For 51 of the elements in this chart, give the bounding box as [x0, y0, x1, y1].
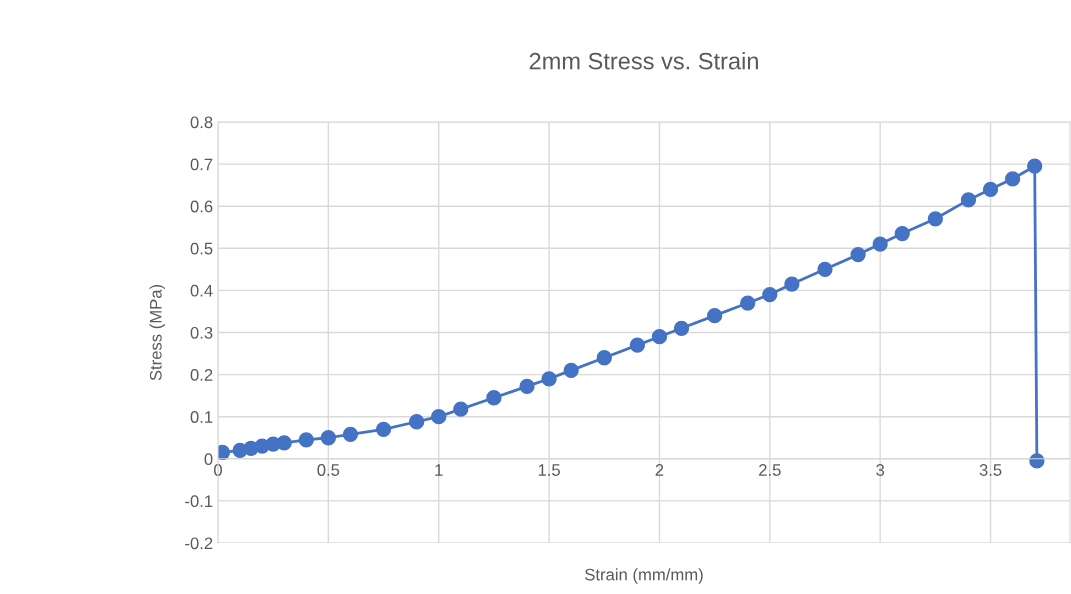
chart-title: 2mm Stress vs. Strain [529, 52, 758, 70]
point [960, 192, 977, 208]
point [541, 371, 557, 387]
y-tick-label: 0.2 [190, 369, 213, 381]
point [762, 286, 778, 303]
point [1004, 171, 1021, 187]
point [651, 329, 668, 345]
point [740, 295, 756, 311]
x-tick-label: 3.5 [979, 464, 1002, 476]
y-tick-label: 0 [204, 453, 213, 465]
x-tick-label: 1 [435, 464, 443, 476]
y-tick-label: 0.7 [190, 158, 213, 171]
point [1027, 158, 1043, 174]
point [342, 426, 359, 443]
y-tick-label: 0.6 [190, 200, 213, 213]
x-axis-title: Strain (mm/mm) [585, 568, 703, 584]
point [850, 246, 866, 263]
y-axis-title: Stress (MPa) [149, 284, 165, 381]
y-tick-label: 0.1 [190, 411, 213, 423]
point [872, 236, 888, 252]
point [894, 225, 910, 242]
y-tick-label: 0.4 [190, 284, 213, 297]
x-tick-label: 3 [876, 464, 885, 476]
x-tick-label: 0 [214, 464, 222, 476]
y-tick-label: 0.5 [190, 242, 213, 255]
point [706, 308, 723, 324]
point [409, 414, 425, 430]
point [375, 421, 392, 437]
point [784, 276, 800, 292]
point [486, 390, 502, 406]
x-tick-label: 2.5 [759, 464, 781, 476]
y-tick-label: -0.1 [185, 495, 213, 508]
point [298, 432, 314, 448]
y-tick-label: -0.2 [185, 537, 213, 550]
point [596, 350, 612, 366]
point [629, 337, 646, 353]
y-tick-label: 0.3 [190, 326, 213, 339]
x-tick-label: 2 [655, 464, 664, 476]
point [320, 430, 337, 446]
point [563, 362, 579, 379]
point [673, 320, 690, 336]
point [276, 435, 292, 451]
x-tick-label: 0.5 [317, 464, 340, 476]
y-tick-label: 0.8 [190, 116, 213, 129]
point [519, 378, 535, 395]
point [817, 261, 833, 277]
x-tick-label: 1.5 [538, 464, 560, 476]
point [453, 401, 469, 417]
point [927, 211, 943, 227]
point [431, 409, 447, 425]
point [982, 181, 999, 197]
